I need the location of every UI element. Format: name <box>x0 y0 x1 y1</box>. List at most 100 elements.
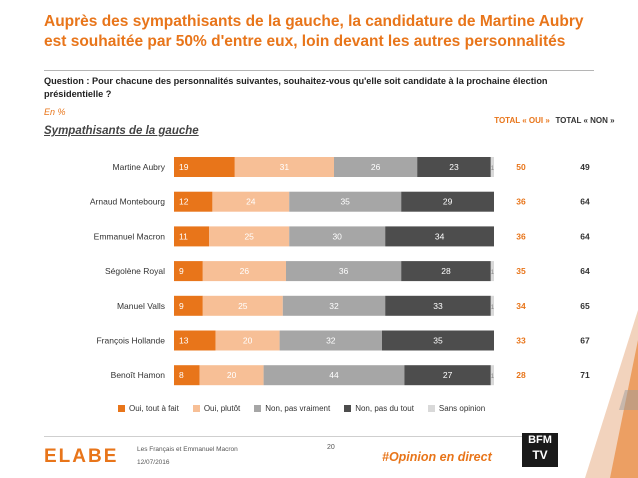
bfmtv-logo: BFM TV <box>522 433 558 467</box>
total-non-value: 67 <box>580 336 590 346</box>
total-oui-value: 33 <box>516 336 526 346</box>
footer-divider <box>44 436 544 437</box>
data-label: 24 <box>246 197 256 207</box>
bar-segment <box>212 191 290 212</box>
bar-segment <box>279 330 382 351</box>
bar-segment <box>234 157 334 177</box>
data-label: 26 <box>240 266 250 276</box>
data-label: 33 <box>433 301 443 311</box>
data-label: 9 <box>179 301 184 311</box>
bar-segment <box>382 330 494 351</box>
bfm-logo-top: BFM <box>528 434 552 446</box>
footer-study-title: Les Français et Emmanuel Macron <box>137 446 238 453</box>
bar-segment <box>289 226 386 247</box>
category-label: Ségolène Royal <box>105 266 165 276</box>
footer-source: Les Français et Emmanuel Macron 12/07/20… <box>137 443 238 469</box>
bar-segment <box>385 226 494 247</box>
bar-segment <box>215 330 280 351</box>
legend-label: Non, pas du tout <box>355 404 414 413</box>
total-oui-value: 34 <box>516 301 526 311</box>
legend-swatch <box>254 405 262 412</box>
bar-segment <box>174 157 235 177</box>
chart-subtitle: Sympathisants de la gauche <box>44 125 199 137</box>
legend-item: Non, pas vraiment <box>254 404 330 413</box>
legend-item: Oui, tout à fait <box>118 404 179 413</box>
category-label: Martine Aubry <box>113 162 166 172</box>
bar-segment <box>404 365 491 386</box>
bar-segment <box>174 330 216 351</box>
total-non-value: 64 <box>580 266 590 276</box>
data-label: 1 <box>491 166 495 172</box>
data-label: 25 <box>238 301 248 311</box>
data-label: 9 <box>179 266 184 276</box>
data-label: 35 <box>433 336 443 346</box>
bar-segment <box>490 295 494 316</box>
bar-segment <box>202 261 286 282</box>
legend-swatch <box>192 405 200 412</box>
total-oui-value: 50 <box>516 162 526 172</box>
category-label: Arnaud Montebourg <box>90 197 165 207</box>
total-non-header: TOTAL « NON » <box>555 116 615 125</box>
total-non-value: 71 <box>580 370 590 380</box>
total-oui-value: 36 <box>516 197 526 207</box>
legend-swatch <box>118 405 125 412</box>
bar-segment <box>209 226 290 247</box>
bar-segment <box>174 365 200 386</box>
page-number: 20 <box>327 444 335 451</box>
bar-segment <box>174 191 213 212</box>
bar-segment <box>289 191 402 212</box>
total-non-value: 64 <box>580 197 590 207</box>
bfm-logo-bottom: TV <box>532 448 548 462</box>
bar-segment <box>401 261 491 282</box>
legend-item: Sans opinion <box>427 404 486 413</box>
data-label: 11 <box>179 231 188 241</box>
data-label: 20 <box>243 336 253 346</box>
category-label: Emmanuel Macron <box>94 231 166 241</box>
total-non-value: 64 <box>580 231 590 241</box>
bar-segment <box>385 295 491 316</box>
decorative-triangle-icon <box>585 310 638 478</box>
unit-label: En % <box>44 107 66 117</box>
data-label: 44 <box>329 370 339 380</box>
total-oui-header: TOTAL « OUI » <box>494 116 550 125</box>
data-label: 34 <box>435 231 445 241</box>
data-label: 35 <box>340 197 350 207</box>
data-label: 27 <box>443 370 453 380</box>
data-label: 30 <box>332 231 342 241</box>
bar-segment <box>174 226 210 247</box>
data-label: 12 <box>179 197 189 207</box>
question-text: Question : Pour chacune des personnalité… <box>44 76 548 99</box>
data-label: 25 <box>244 231 254 241</box>
bar-segment <box>286 261 402 282</box>
data-label: 28 <box>441 266 451 276</box>
bar-segment <box>174 295 203 316</box>
elabe-logo: ELABE <box>44 446 119 467</box>
data-label: 29 <box>443 197 453 207</box>
data-label: 1 <box>491 270 495 276</box>
bar-segment <box>202 295 283 316</box>
legend-label: Non, pas vraiment <box>265 404 331 413</box>
total-non-value: 65 <box>580 301 590 311</box>
bar-segment <box>282 295 386 316</box>
data-label: 23 <box>449 162 459 172</box>
bar-segment <box>174 261 203 282</box>
total-non-value: 49 <box>580 162 590 172</box>
bar-segment <box>401 191 494 212</box>
total-oui-value: 36 <box>516 231 526 241</box>
data-label: 13 <box>179 336 189 346</box>
legend-label: Sans opinion <box>438 404 486 413</box>
legend-label: Oui, plutôt <box>203 404 241 413</box>
bar-segment <box>263 365 405 386</box>
legend-item: Non, pas du tout <box>344 404 414 413</box>
bar-segment <box>199 365 264 386</box>
data-label: 31 <box>280 162 290 172</box>
legend-swatch <box>427 405 435 412</box>
category-label: François Hollande <box>96 336 165 346</box>
legend-label: Oui, tout à fait <box>129 404 179 413</box>
hashtag-label: #Opinion en direct <box>382 450 492 464</box>
data-label: 1 <box>491 305 495 311</box>
chart-legend: Oui, tout à fait Oui, plutôt Non, pas vrai… <box>118 404 485 413</box>
total-oui-value: 28 <box>516 370 526 380</box>
data-label: 26 <box>371 162 381 172</box>
